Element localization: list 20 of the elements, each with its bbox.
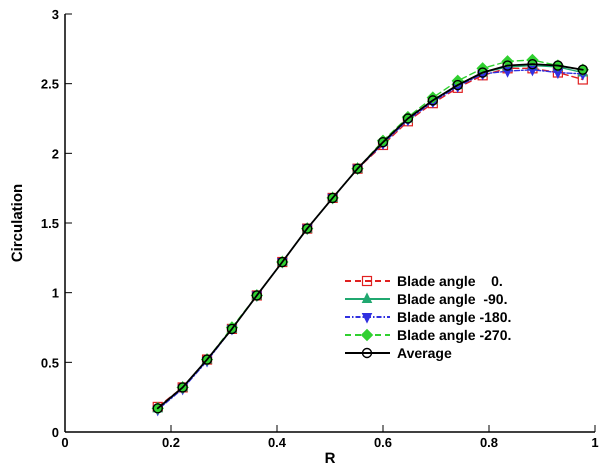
- y-tick-label: 1: [52, 286, 59, 301]
- y-axis-title: Circulation: [9, 184, 26, 262]
- y-tick-label: 2.5: [40, 76, 59, 92]
- x-tick-label: 0: [61, 435, 69, 450]
- legend-label: Blade angle -180.: [397, 309, 512, 325]
- y-tick-label: 0: [52, 425, 59, 440]
- x-tick-label: 0.6: [374, 435, 392, 450]
- y-tick-label: 3: [52, 7, 59, 22]
- legend-label: Average: [397, 345, 452, 361]
- y-tick-label: 0.5: [40, 355, 59, 370]
- y-tick-label: 2: [52, 146, 59, 162]
- x-tick-label: 0.8: [480, 435, 498, 450]
- x-tick-label: 0.2: [162, 435, 180, 450]
- legend-label: Blade angle -270.: [397, 327, 512, 343]
- legend-label: Blade angle -90.: [397, 291, 508, 307]
- x-tick-label: 1: [591, 435, 599, 450]
- y-tick-label: 1.5: [40, 216, 59, 231]
- legend-label: Blade angle 0.: [397, 273, 503, 289]
- x-axis-title: R: [324, 450, 336, 466]
- x-tick-label: 0.4: [268, 435, 287, 450]
